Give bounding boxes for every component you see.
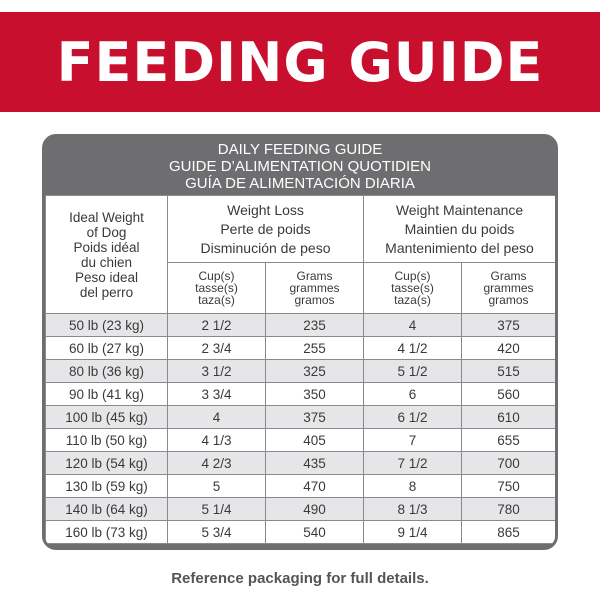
weight-cell: 130 lb (59 kg) [45, 474, 168, 498]
table-row: 80 lb (36 kg) 3 1/2 325 5 1/2 515 [45, 359, 555, 383]
table-row: 120 lb (54 kg) 4 2/3 435 7 1/2 700 [45, 451, 555, 475]
loss-cups-cell: 3 1/2 [167, 359, 266, 383]
table-title: DAILY FEEDING GUIDE GUIDE D’ALIMENTATION… [45, 137, 555, 195]
loss-cups-cell: 4 [167, 405, 266, 429]
maint-cups-cell: 7 [363, 428, 462, 452]
maint-cups-cell: 8 1/3 [363, 497, 462, 521]
page-title: FEEDING GUIDE [56, 30, 544, 94]
maint-grams-cell: 420 [461, 336, 555, 360]
maint-grams-cell: 865 [461, 520, 555, 544]
maint-cups-cell: 4 [363, 313, 462, 337]
loss-grams-cell: 405 [265, 428, 364, 452]
weight-cell: 110 lb (50 kg) [45, 428, 168, 452]
loss-grams-cell: 470 [265, 474, 364, 498]
table-row: 130 lb (59 kg) 5 470 8 750 [45, 474, 555, 498]
loss-grams-cell: 375 [265, 405, 364, 429]
weight-cell: 80 lb (36 kg) [45, 359, 168, 383]
weight-cell: 60 lb (27 kg) [45, 336, 168, 360]
loss-grams-cell: 350 [265, 382, 364, 406]
loss-cups-cell: 5 1/4 [167, 497, 266, 521]
table-row: 110 lb (50 kg) 4 1/3 405 7 655 [45, 428, 555, 452]
maint-grams-cell: 780 [461, 497, 555, 521]
maint-cups-cell: 7 1/2 [363, 451, 462, 475]
loss-cups-cell: 3 3/4 [167, 382, 266, 406]
loss-cups-cell: 4 2/3 [167, 451, 266, 475]
table-title-en: DAILY FEEDING GUIDE [217, 141, 383, 158]
weight-cell: 100 lb (45 kg) [45, 405, 168, 429]
maint-grams-header: Grams grammes gramos [461, 262, 555, 314]
maint-cups-cell: 6 1/2 [363, 405, 462, 429]
maint-grams-cell: 515 [461, 359, 555, 383]
loss-cups-cell: 4 1/3 [167, 428, 266, 452]
maint-grams-cell: 700 [461, 451, 555, 475]
table-row: 60 lb (27 kg) 2 3/4 255 4 1/2 420 [45, 336, 555, 360]
maint-cups-cell: 8 [363, 474, 462, 498]
table-row: 140 lb (64 kg) 5 1/4 490 8 1/3 780 [45, 497, 555, 521]
loss-cups-cell: 5 [167, 474, 266, 498]
maint-grams-cell: 560 [461, 382, 555, 406]
maint-cups-cell: 4 1/2 [363, 336, 462, 360]
table-row: 100 lb (45 kg) 4 375 6 1/2 610 [45, 405, 555, 429]
weight-loss-header: Weight Loss Perte de poids Disminución d… [167, 195, 364, 263]
maint-cups-cell: 6 [363, 382, 462, 406]
table-title-fr: GUIDE D’ALIMENTATION QUOTIDIEN [169, 158, 431, 175]
loss-grams-cell: 490 [265, 497, 364, 521]
loss-cups-cell: 2 1/2 [167, 313, 266, 337]
maint-grams-cell: 655 [461, 428, 555, 452]
maint-cups-header: Cup(s) tasse(s) taza(s) [363, 262, 462, 314]
loss-grams-cell: 325 [265, 359, 364, 383]
maint-grams-cell: 610 [461, 405, 555, 429]
weight-cell: 160 lb (73 kg) [45, 520, 168, 544]
loss-grams-header: Grams grammes gramos [265, 262, 364, 314]
feeding-table: Ideal Weight of Dog Poids idéal du chien… [45, 195, 555, 544]
weight-cell: 50 lb (23 kg) [45, 313, 168, 337]
footer-note: Reference packaging for full details. [171, 570, 429, 587]
loss-cups-cell: 5 3/4 [167, 520, 266, 544]
title-banner: FEEDING GUIDE [0, 12, 600, 112]
loss-grams-cell: 540 [265, 520, 364, 544]
table-row: 160 lb (73 kg) 5 3/4 540 9 1/4 865 [45, 520, 555, 544]
weight-maintenance-header: Weight Maintenance Maintien du poids Man… [363, 195, 555, 263]
feeding-table-body: 50 lb (23 kg) 2 1/2 235 4 375 60 lb (27 kg) 2 … [45, 313, 555, 544]
weight-column-header: Ideal Weight of Dog Poids idéal du chien… [45, 195, 168, 314]
table-row: 90 lb (41 kg) 3 3/4 350 6 560 [45, 382, 555, 406]
maint-grams-cell: 750 [461, 474, 555, 498]
table-row: 50 lb (23 kg) 2 1/2 235 4 375 [45, 313, 555, 337]
weight-cell: 90 lb (41 kg) [45, 382, 168, 406]
weight-cell: 140 lb (64 kg) [45, 497, 168, 521]
maint-cups-cell: 5 1/2 [363, 359, 462, 383]
loss-grams-cell: 435 [265, 451, 364, 475]
loss-grams-cell: 235 [265, 313, 364, 337]
maint-cups-cell: 9 1/4 [363, 520, 462, 544]
table-title-es: GUÍA DE ALIMENTACIÓN DIARIA [185, 175, 415, 192]
loss-grams-cell: 255 [265, 336, 364, 360]
loss-cups-header: Cup(s) tasse(s) taza(s) [167, 262, 266, 314]
feeding-table-panel: DAILY FEEDING GUIDE GUIDE D’ALIMENTATION… [42, 134, 558, 550]
loss-cups-cell: 2 3/4 [167, 336, 266, 360]
weight-cell: 120 lb (54 kg) [45, 451, 168, 475]
maint-grams-cell: 375 [461, 313, 555, 337]
